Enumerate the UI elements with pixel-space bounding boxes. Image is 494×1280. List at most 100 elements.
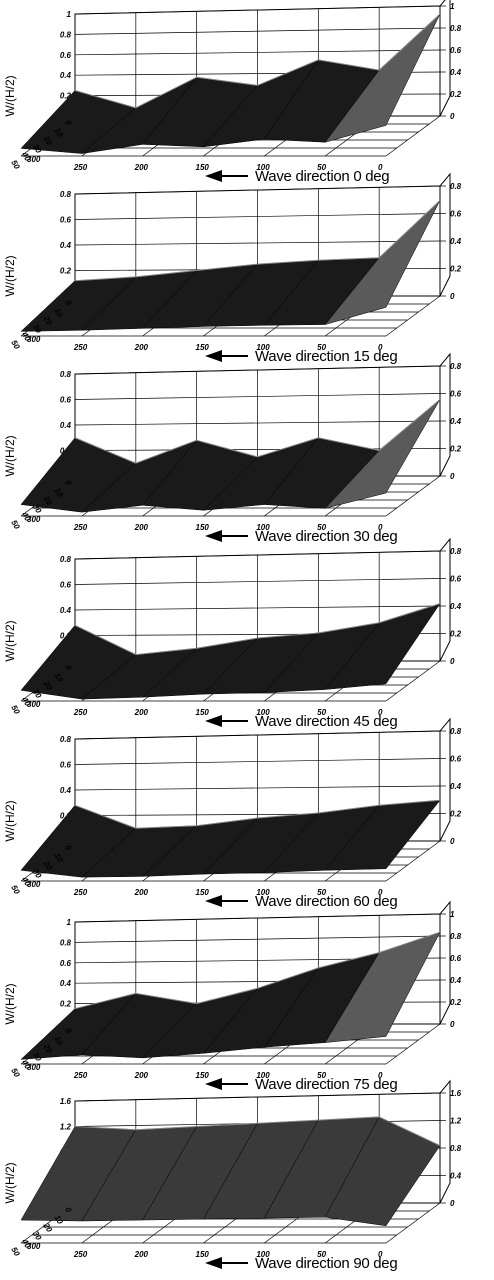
- x-tick-label: 50: [317, 523, 326, 532]
- x-tick-label: 50: [317, 163, 326, 172]
- grid-line: [74, 913, 441, 923]
- side-wall: [439, 0, 451, 117]
- z-tick-label: 0.4: [60, 71, 72, 80]
- z-tick-label: 0.4: [60, 606, 72, 615]
- caption: Wave direction 90 deg: [255, 1255, 397, 1272]
- grid-line: [385, 840, 441, 882]
- caption: Wave direction 75 deg: [255, 1076, 397, 1093]
- x-tick-label: 150: [196, 1250, 210, 1259]
- grid-line: [385, 1202, 441, 1244]
- z-tick-label: 0.2: [450, 630, 462, 639]
- caption: Wave direction 60 deg: [255, 893, 397, 910]
- z-axis-label: W/(H/2): [3, 620, 17, 661]
- z-tick-label: 1: [450, 2, 455, 11]
- z-tick-label: 0.4: [60, 786, 72, 795]
- x-tick-label: 250: [73, 1250, 88, 1259]
- z-tick-label: 0.2: [60, 92, 72, 101]
- grid-line: [74, 550, 441, 560]
- x-tick-label: 200: [134, 343, 149, 352]
- z-tick-label: 0.8: [450, 547, 462, 556]
- x-tick-label: 200: [134, 163, 149, 172]
- z-tick-label: 0: [450, 1199, 455, 1208]
- chart-45-deg: 0 0 0.2 0.2 0.4 0.4 0.6 0.6 0.8 0.8 250 200 150 100 50…: [3, 537, 462, 730]
- surface-edge: [74, 1116, 441, 1147]
- z-axis-label: W/(H/2): [3, 983, 17, 1024]
- z-tick-label: 0.2: [60, 1000, 72, 1009]
- side-wall: [439, 1079, 451, 1204]
- z-tick-label: 0.8: [60, 370, 72, 379]
- z-tick-label: 0.8: [60, 30, 72, 39]
- x-tick-label: 150: [196, 888, 210, 897]
- y-tick-label: 50: [9, 704, 22, 717]
- x-tick-label: 300: [27, 700, 41, 709]
- z-tick-label: 0: [450, 657, 455, 666]
- z-tick-label: 1.6: [60, 1097, 72, 1106]
- z-tick-label: 0.4: [450, 68, 462, 77]
- side-wall: [439, 900, 451, 1025]
- z-tick-label: 0.8: [450, 1144, 462, 1153]
- x-tick-label: 50: [317, 708, 326, 717]
- x-tick-label: 200: [134, 523, 149, 532]
- x-tick-label: 200: [134, 888, 149, 897]
- x-tick-label: 250: [73, 343, 88, 352]
- x-tick-label: 50: [317, 343, 326, 352]
- grid-line: [74, 1092, 441, 1102]
- y-tick-label: 0: [63, 664, 73, 673]
- x-tick-label: 100: [256, 523, 270, 532]
- y-tick-label: 0: [63, 479, 73, 488]
- x-tick-label: 300: [27, 1242, 41, 1251]
- chart-75-deg: 0 0 0.2 0.2 0.4 0.4 0.6 0.6 0.8 0.8 1 1 250 200 150 100…: [3, 900, 462, 1093]
- x-tick-label: 250: [73, 163, 88, 172]
- z-axis-label: W/(H/2): [3, 255, 17, 296]
- z-tick-label: 1.2: [60, 1123, 72, 1132]
- x-tick-label: 0: [378, 1250, 383, 1259]
- z-tick-label: 1.2: [450, 1117, 462, 1126]
- z-tick-label: 0.6: [450, 575, 462, 584]
- z-tick-label: 0.2: [450, 445, 462, 454]
- caption: Wave direction 45 deg: [255, 713, 397, 730]
- grid-line: [74, 185, 441, 195]
- z-tick-label: 0.4: [450, 1172, 462, 1181]
- z-tick-label: 0.8: [450, 362, 462, 371]
- y-tick-label: 0: [63, 1027, 73, 1036]
- direction-arrow-icon: [205, 530, 248, 542]
- surface-edge: [74, 603, 441, 656]
- x-tick-label: 100: [256, 708, 270, 717]
- x-tick-label: 300: [27, 155, 41, 164]
- grid-line: [385, 475, 441, 517]
- z-tick-label: 0.8: [60, 938, 72, 947]
- z-tick-label: 0.6: [450, 954, 462, 963]
- z-tick-label: 1: [67, 918, 72, 927]
- surface-edge: [74, 931, 441, 1010]
- z-tick-label: 0: [450, 837, 455, 846]
- z-tick-label: 0.6: [450, 755, 462, 764]
- direction-arrow-icon: [205, 895, 248, 907]
- grid-line: [74, 935, 441, 943]
- grid-line: [74, 758, 441, 765]
- grid-line: [74, 213, 441, 220]
- direction-arrow-icon: [205, 1257, 248, 1269]
- z-tick-label: 0.2: [450, 90, 462, 99]
- grid-line: [385, 660, 441, 702]
- z-tick-label: 0.4: [60, 241, 72, 250]
- x-tick-label: 100: [256, 1250, 270, 1259]
- z-tick-label: 0.6: [60, 959, 72, 968]
- x-tick-label: 0: [378, 343, 383, 352]
- z-tick-label: 0: [450, 112, 455, 121]
- y-tick-label: 0: [63, 299, 73, 308]
- x-tick-label: 50: [317, 888, 326, 897]
- x-tick-label: 150: [196, 343, 210, 352]
- grid-line: [74, 448, 441, 451]
- z-tick-label: 0.4: [450, 237, 462, 246]
- grid-line: [74, 605, 441, 611]
- side-wall: [439, 537, 451, 662]
- z-axis-label: W/(H/2): [3, 800, 17, 841]
- x-tick-label: 100: [256, 888, 270, 897]
- grid-line: [385, 1023, 441, 1065]
- x-tick-label: 100: [256, 1071, 270, 1080]
- z-tick-label: 0.8: [60, 190, 72, 199]
- x-tick-label: 0: [378, 888, 383, 897]
- z-tick-label: 0: [450, 292, 455, 301]
- grid-line: [385, 115, 441, 157]
